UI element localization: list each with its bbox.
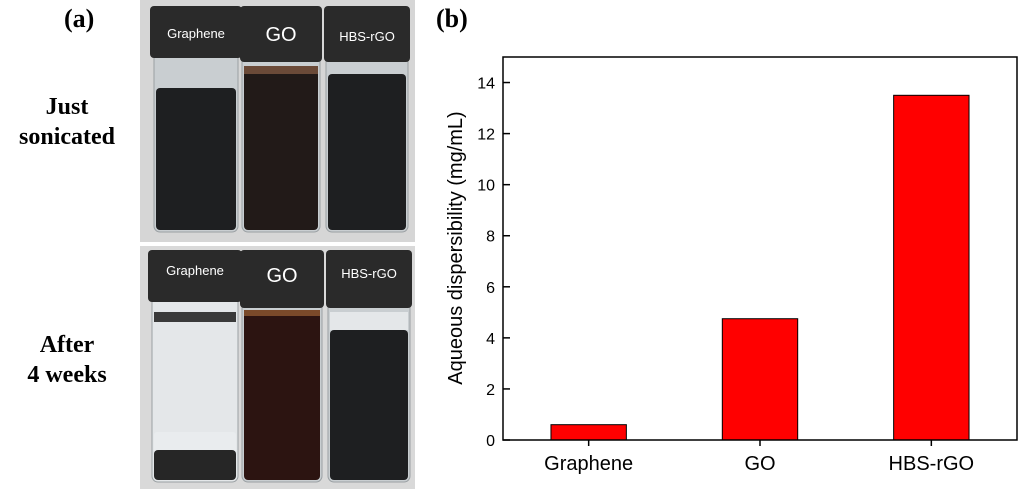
panel-a-label: (a) [64,4,95,33]
bar-go [721,318,799,441]
row-label-line: sonicated [19,124,115,150]
row-label-just-sonicated: Just sonicated [2,92,132,152]
photo-after-4-weeks: Graphene GO HBS-rGO [140,246,415,489]
row-label-line: Just [45,94,89,120]
vial-label: GO [265,24,296,46]
vial-hbs-rgo-bottom: HBS-rGO [326,250,412,483]
y-tick-label: 10 [477,178,495,195]
y-axis-label: Aqueous dispersibility (mg/mL) [445,111,467,384]
panel-b-label: (b) [436,4,468,33]
vial-label: Graphene [166,263,224,278]
x-tick-label: GO [744,453,775,475]
y-tick-label: 14 [477,76,495,93]
x-tick-label: Graphene [544,453,633,475]
y-tick-label: 2 [486,382,495,399]
y-tick-label: 12 [477,127,495,144]
y-tick-label: 4 [486,331,495,348]
y-tick-label: 0 [486,433,495,450]
photo-just-sonicated: Graphene GO HBS-rGO [140,0,415,242]
vial-go-bottom: GO [240,250,324,483]
vials-just-sonicated: Graphene GO HBS-rGO [140,0,415,242]
vial-hbs-rgo-top: HBS-rGO [324,6,410,233]
y-tick-label: 8 [486,229,495,246]
vial-go-top: GO [240,6,322,233]
vial-label: HBS-rGO [339,29,395,44]
row-label-line: 4 weeks [27,362,107,388]
vial-graphene-bottom: Graphene [148,250,242,483]
bar-graphene [550,424,627,441]
x-tick-label: HBS-rGO [889,453,975,475]
vial-label: Graphene [167,26,225,41]
row-label-line: After [39,332,95,358]
vial-graphene-top: Graphene [150,6,242,233]
y-tick-label: 6 [486,280,495,297]
vials-after-4-weeks: Graphene GO HBS-rGO [140,246,415,489]
row-label-after-4-weeks: After 4 weeks [2,330,132,390]
vial-label: GO [266,265,297,287]
bar-hbs-rgo [893,94,970,441]
vial-label: HBS-rGO [341,266,397,281]
